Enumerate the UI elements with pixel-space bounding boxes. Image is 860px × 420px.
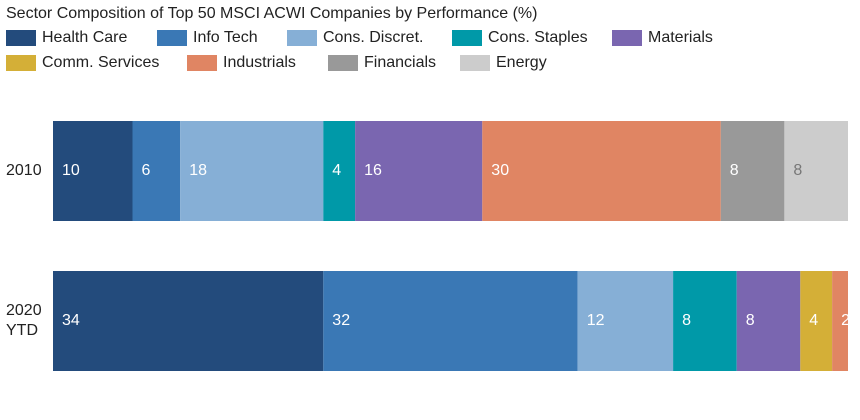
- data-label: 12: [587, 312, 605, 329]
- legend-label: Industrials: [223, 54, 296, 71]
- legend-swatch: [460, 55, 490, 71]
- legend-label: Financials: [364, 54, 436, 71]
- data-label: 4: [809, 312, 818, 329]
- data-label: 34: [62, 312, 80, 329]
- data-label: 30: [491, 162, 509, 179]
- data-label: 8: [746, 312, 755, 329]
- bar-segment: [784, 121, 848, 221]
- bar-segment: [53, 271, 324, 371]
- data-label: 10: [62, 162, 80, 179]
- bar-segment: [800, 271, 833, 371]
- bar-segment: [53, 121, 133, 221]
- bar-segment: [355, 121, 483, 221]
- legend-swatch: [6, 30, 36, 46]
- bar-segment: [323, 271, 578, 371]
- bar-segment: [832, 271, 848, 371]
- data-label: 8: [793, 162, 802, 179]
- legend-label: Health Care: [42, 29, 127, 46]
- bar-segment: [482, 121, 721, 221]
- data-label: 8: [682, 312, 691, 329]
- data-label: 2: [841, 312, 850, 329]
- data-label: 32: [332, 312, 350, 329]
- legend-label: Info Tech: [193, 29, 258, 46]
- category-label: 2010: [6, 162, 42, 179]
- legend-swatch: [287, 30, 317, 46]
- legend-swatch: [157, 30, 187, 46]
- category-label: 2020 YTD: [6, 302, 42, 339]
- bar-segment: [736, 271, 801, 371]
- legend-swatch: [452, 30, 482, 46]
- legend-label: Cons. Discret.: [323, 29, 423, 46]
- legend-label: Energy: [496, 54, 547, 71]
- bar-segment: [180, 121, 324, 221]
- legend-swatch: [328, 55, 358, 71]
- bar-segment: [323, 121, 356, 221]
- bar-segment: [720, 121, 785, 221]
- legend-label: Comm. Services: [42, 54, 159, 71]
- legend-swatch: [187, 55, 217, 71]
- data-label: 6: [142, 162, 151, 179]
- bar-segment: [673, 271, 737, 371]
- data-label: 8: [730, 162, 739, 179]
- legend-label: Materials: [648, 29, 713, 46]
- bar-segment: [577, 271, 674, 371]
- legend-swatch: [6, 55, 36, 71]
- data-label: 18: [189, 162, 207, 179]
- legend-label: Cons. Staples: [488, 29, 588, 46]
- bar-segment: [132, 121, 181, 221]
- data-label: 4: [332, 162, 341, 179]
- data-label: 16: [364, 162, 382, 179]
- chart-title: Sector Composition of Top 50 MSCI ACWI C…: [6, 5, 537, 22]
- legend-swatch: [612, 30, 642, 46]
